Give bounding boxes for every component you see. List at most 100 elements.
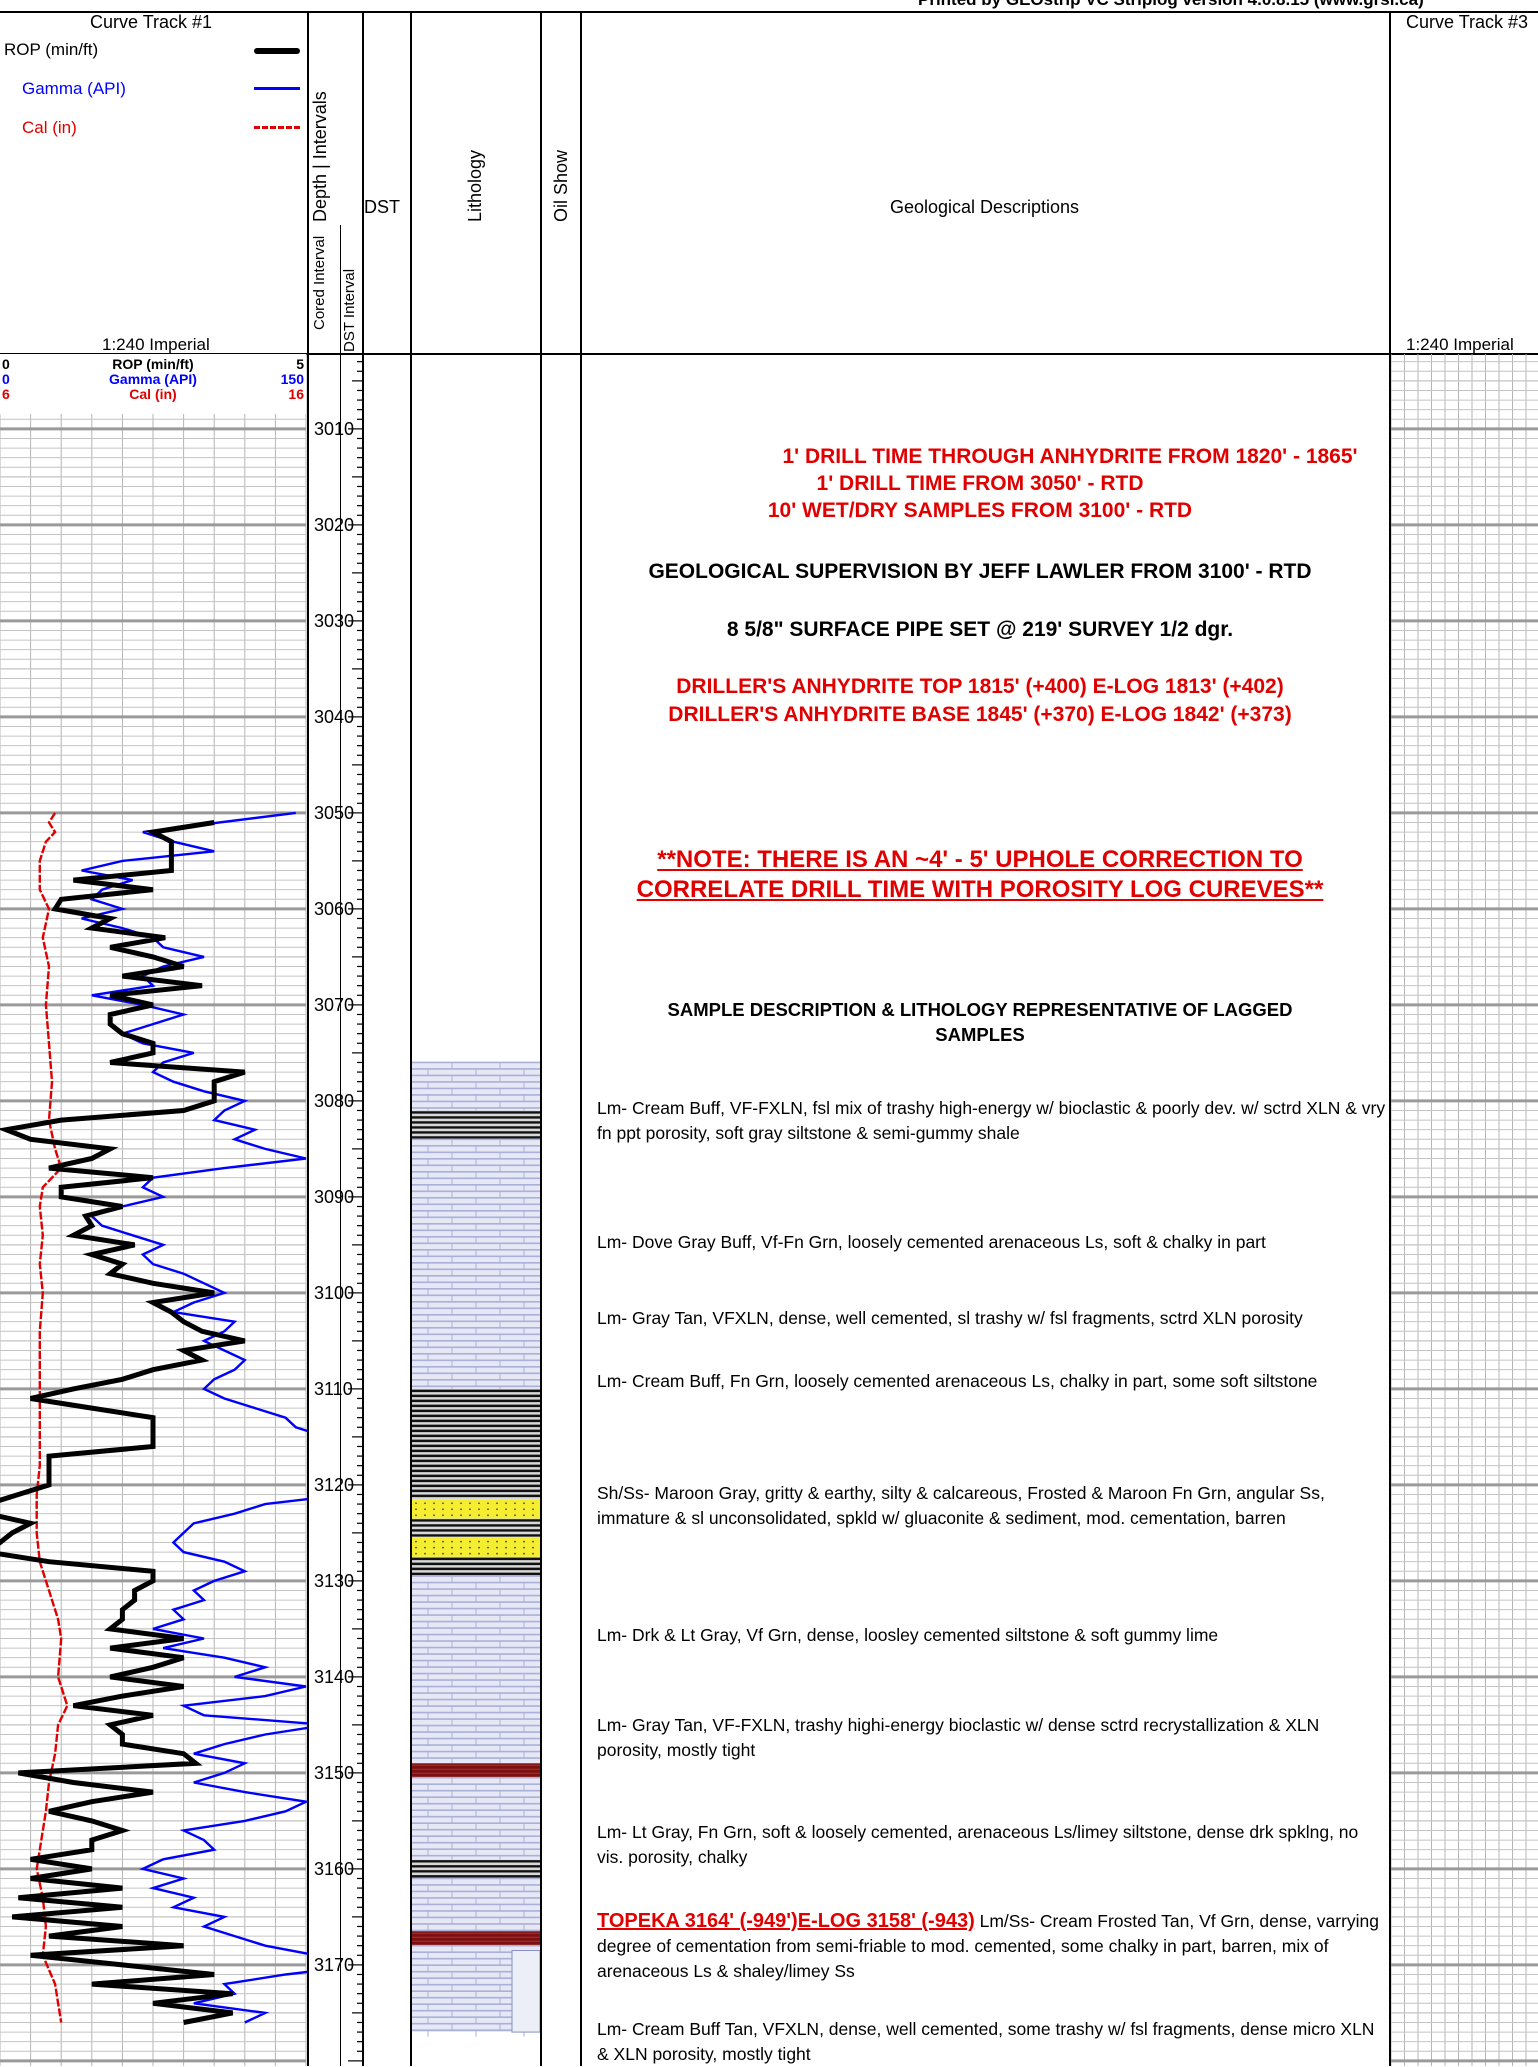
litho-sand-dot — [424, 1508, 426, 1511]
col-header-oil-show: Oil Show — [551, 149, 571, 222]
litho-sand-dot — [523, 1552, 525, 1555]
litho-sand-dot — [415, 1540, 417, 1543]
litho-sand-dot — [424, 1514, 426, 1517]
note-drill-time-2: 1' DRILL TIME FROM 3050' - RTD — [816, 472, 1144, 495]
scale-min-2: 6 — [2, 386, 10, 402]
litho-sand-dot — [514, 1546, 516, 1549]
col-header-geological-descriptions: Geological Descriptions — [889, 197, 1080, 217]
litho-sand-dot — [433, 1546, 435, 1549]
litho-sand-dot — [505, 1508, 507, 1511]
divider-oil-geo — [580, 12, 582, 2066]
note-anhydrite-base: DRILLER'S ANHYDRITE BASE 1845' (+370) E-… — [668, 703, 1292, 726]
litho-sand-dot — [415, 1508, 417, 1511]
sample-description-header-2: SAMPLES — [935, 1024, 1025, 1045]
note-surface-pipe: 8 5/8" SURFACE PIPE SET @ 219' SURVEY 1/… — [726, 618, 1234, 641]
litho-sand-dot — [433, 1540, 435, 1543]
litho-sand-dot — [496, 1552, 498, 1555]
litho-sand-dot — [415, 1552, 417, 1555]
litho-sand-dot — [433, 1508, 435, 1511]
curve-track-1-plot: 0 ROP (min/ft) 5 0 Gamma (API) 150 6 Cal (in) 16 — [0, 354, 308, 2066]
note-drill-time-1: 1' DRILL TIME THROUGH ANHYDRITE FROM 182… — [782, 445, 1358, 468]
legend-cal-label: Cal (in) — [22, 118, 77, 137]
litho-sand-dot — [514, 1514, 516, 1517]
litho-sand-dot — [478, 1508, 480, 1511]
col-header-dst: DST — [364, 197, 400, 217]
litho-sand-dot — [451, 1552, 453, 1555]
litho-sand-dot — [532, 1508, 534, 1511]
litho-sand-dot — [424, 1540, 426, 1543]
litho-sand-dot — [505, 1502, 507, 1505]
litho-shale — [412, 1518, 540, 1538]
scale-max-2: 16 — [288, 386, 304, 402]
litho-sand-dot — [505, 1540, 507, 1543]
litho-sand-dot — [460, 1508, 462, 1511]
curve-rop — [0, 820, 246, 2025]
litho-maroon-shale — [412, 1931, 540, 1946]
depth-label: 3070 — [314, 994, 355, 1015]
divider-geo-track3 — [1389, 12, 1391, 2066]
litho-sand-dot — [415, 1546, 417, 1549]
litho-sand-dot — [487, 1546, 489, 1549]
litho-sand-dot — [424, 1546, 426, 1549]
litho-sand-dot — [469, 1546, 471, 1549]
litho-sand-dot — [460, 1514, 462, 1517]
litho-sand-dot — [523, 1514, 525, 1517]
litho-shale — [412, 1110, 540, 1140]
litho-sand-dot — [424, 1552, 426, 1555]
description-3153: Lm- Lt Gray, Fn Grn, soft & loosely ceme… — [597, 1822, 1359, 1867]
depth-label: 3160 — [314, 1858, 355, 1879]
litho-sand-dot — [496, 1508, 498, 1511]
sample-description-header-1: SAMPLE DESCRIPTION & LITHOLOGY REPRESENT… — [667, 999, 1293, 1020]
litho-sand-dot — [433, 1552, 435, 1555]
scale-name-0: ROP (min/ft) — [112, 356, 193, 372]
description-3143: Lm- Gray Tan, VF-FXLN, trashy highi-ener… — [597, 1715, 1320, 1760]
litho-sand-dot — [442, 1540, 444, 1543]
litho-sand-dot — [505, 1552, 507, 1555]
curve-track-3-title: Curve Track #3 — [1406, 12, 1529, 32]
description-3118: Sh/Ss- Maroon Gray, gritty & earthy, sil… — [597, 1483, 1325, 1528]
litho-sand-dot — [442, 1514, 444, 1517]
litho-sand-dot — [514, 1552, 516, 1555]
legend-gamma-swatch — [254, 87, 300, 90]
scale-min-1: 0 — [2, 371, 10, 387]
litho-sand-dot — [451, 1502, 453, 1505]
litho-sand-dot — [460, 1552, 462, 1555]
col-header-dst-interval: DST Interval — [341, 268, 358, 352]
litho-sand-dot — [442, 1552, 444, 1555]
depth-label: 3140 — [314, 1666, 355, 1687]
depth-label: 3150 — [314, 1762, 355, 1783]
litho-sand-dot — [415, 1502, 417, 1505]
scale-max-0: 5 — [296, 356, 304, 372]
litho-sandstone — [412, 1499, 540, 1519]
litho-sand-dot — [487, 1514, 489, 1517]
depth-label: 3060 — [314, 898, 355, 919]
depth-label: 3110 — [314, 1378, 353, 1399]
litho-inset — [511, 1949, 540, 2033]
litho-sand-dot — [505, 1514, 507, 1517]
litho-sand-dot — [487, 1502, 489, 1505]
litho-sand-dot — [442, 1546, 444, 1549]
litho-sand-dot — [478, 1514, 480, 1517]
description-3174: Lm- Cream Buff Tan, VFXLN, dense, well c… — [597, 2019, 1375, 2064]
depth-label: 3100 — [314, 1282, 355, 1303]
divider-litho-oil — [540, 12, 542, 2066]
litho-sand-dot — [469, 1540, 471, 1543]
description-3100: Lm- Gray Tan, VFXLN, dense, well cemente… — [597, 1308, 1303, 1328]
litho-sand-dot — [487, 1552, 489, 1555]
litho-sand-dot — [496, 1546, 498, 1549]
depth-track — [348, 361, 362, 2062]
note-supervision: GEOLOGICAL SUPERVISION BY JEFF LAWLER FR… — [648, 560, 1312, 583]
depth-label: 3120 — [314, 1474, 355, 1495]
legend-rop-swatch — [254, 48, 300, 54]
litho-sand-dot — [514, 1540, 516, 1543]
topeka-top-label: TOPEKA 3164' (-949')E-LOG 3158' (-943) — [597, 1910, 975, 1932]
scale-name-2: Cal (in) — [129, 386, 176, 402]
litho-sand-dot — [478, 1502, 480, 1505]
description-3133: Lm- Drk & Lt Gray, Vf Grn, dense, loosle… — [597, 1625, 1219, 1645]
depth-label: 3040 — [314, 706, 355, 727]
header-top-border — [0, 11, 1538, 13]
divider-curve-depth — [307, 12, 309, 2066]
legend-rop-label: ROP (min/ft) — [4, 40, 99, 59]
litho-sand-dot — [532, 1552, 534, 1555]
litho-sand-dot — [460, 1502, 462, 1505]
